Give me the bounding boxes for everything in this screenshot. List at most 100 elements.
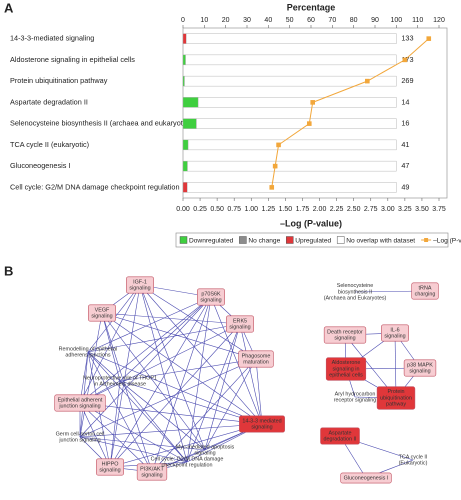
bar-segment bbox=[182, 54, 186, 66]
node-label: Gluconeogenesis I bbox=[344, 475, 389, 481]
node-box bbox=[340, 472, 392, 484]
network-edge bbox=[119, 358, 257, 382]
network-edge bbox=[210, 296, 263, 425]
node-label: tRNA bbox=[419, 285, 432, 291]
legend-swatch bbox=[239, 236, 247, 244]
top-tick-label: 40 bbox=[264, 17, 272, 24]
node-box bbox=[126, 276, 154, 294]
node-box bbox=[239, 415, 285, 433]
panel-label: B bbox=[4, 263, 13, 278]
node-label: degradation II bbox=[324, 437, 357, 443]
node-label: PI3K/AKT bbox=[140, 466, 164, 472]
node-label: signaling bbox=[91, 314, 112, 320]
network-edge bbox=[151, 296, 212, 473]
bottom-tick-label: 2.00 bbox=[313, 206, 327, 213]
bar-segment bbox=[187, 160, 397, 172]
top-tick-label: 20 bbox=[222, 17, 230, 24]
network-edge bbox=[151, 358, 257, 473]
network-edge bbox=[204, 323, 241, 451]
node-label: Aspartate bbox=[328, 430, 351, 436]
network-edge bbox=[139, 284, 263, 425]
bar-segment bbox=[185, 33, 397, 44]
node-box bbox=[320, 427, 360, 445]
bottom-tick-label: 0.75 bbox=[227, 206, 241, 213]
network-edge bbox=[255, 358, 263, 425]
top-tick-label: 10 bbox=[200, 17, 208, 24]
node-label: biosynthesis II bbox=[338, 289, 372, 295]
network-edge bbox=[79, 436, 206, 451]
network-node: Gluconeogenesis I bbox=[340, 472, 392, 484]
bottom-tick-label: 3.75 bbox=[432, 206, 446, 213]
category-label: 14-3-3-mediated signaling bbox=[10, 34, 94, 43]
node-label: epithelial cells bbox=[329, 373, 363, 379]
node-label: checkpoint regulation bbox=[162, 463, 213, 469]
bar-segment bbox=[196, 118, 397, 129]
bottom-tick-label: 3.00 bbox=[381, 206, 395, 213]
network-edge bbox=[87, 351, 188, 463]
network-edge bbox=[101, 312, 241, 325]
network-edge bbox=[119, 380, 263, 425]
node-box bbox=[325, 357, 367, 381]
node-label: Cell cycle: G2/M DNA damage bbox=[151, 456, 224, 462]
node-label: charging bbox=[415, 292, 436, 298]
network-edge bbox=[79, 402, 188, 463]
node-label: adherens junctions bbox=[65, 353, 111, 359]
node-box bbox=[376, 386, 416, 410]
network-edge bbox=[79, 312, 103, 438]
node-label: ubiquitination bbox=[380, 395, 412, 401]
legend-marker bbox=[424, 238, 429, 242]
total-label: 47 bbox=[401, 161, 409, 170]
node-box bbox=[226, 315, 254, 333]
top-tick-label: 80 bbox=[350, 17, 358, 24]
category-label: Protein ubiquitination pathway bbox=[10, 76, 108, 85]
network-edge bbox=[101, 312, 206, 451]
top-tick-label: 110 bbox=[412, 17, 423, 24]
legend-label: No overlap with dataset bbox=[346, 237, 415, 244]
bottom-tick-label: 1.25 bbox=[262, 206, 276, 213]
total-label: 41 bbox=[401, 140, 409, 149]
node-label: junction signaling bbox=[58, 404, 100, 410]
bar-segment bbox=[197, 97, 397, 108]
network-edge bbox=[109, 423, 263, 468]
bottom-tick-label: 2.75 bbox=[364, 206, 378, 213]
legend-label: –Log (P-value) bbox=[433, 237, 461, 244]
node-label: signaling bbox=[129, 286, 150, 292]
node-box bbox=[323, 326, 367, 344]
node-label: signaling bbox=[409, 369, 430, 375]
line-point bbox=[365, 78, 370, 84]
x-axis-title: Percentage bbox=[287, 2, 336, 12]
node-label: ERK5 bbox=[233, 318, 247, 324]
top-tick-label: 120 bbox=[433, 17, 445, 24]
category-label: TCA cycle II (eukaryotic) bbox=[10, 140, 89, 149]
node-label: signaling bbox=[200, 298, 221, 304]
network-edge bbox=[139, 284, 257, 360]
bar-segment bbox=[182, 97, 199, 108]
bar-segment bbox=[182, 160, 188, 172]
line-point bbox=[402, 57, 408, 63]
network-edges bbox=[79, 284, 426, 479]
node-box bbox=[411, 282, 439, 300]
legend-swatch bbox=[336, 236, 345, 244]
network-edge bbox=[204, 358, 257, 451]
line-point bbox=[272, 163, 278, 169]
network-edge bbox=[186, 296, 212, 463]
node-label: signaling bbox=[194, 451, 215, 457]
node-label: 14-3-3 mediated bbox=[242, 418, 281, 424]
node-label: signaling bbox=[384, 334, 405, 340]
bottom-tick-label: 0.25 bbox=[193, 206, 207, 213]
network-edge bbox=[79, 358, 257, 438]
top-tick-label: 50 bbox=[286, 17, 294, 24]
node-label: p38 MAPK bbox=[407, 362, 433, 368]
bar-segment bbox=[182, 182, 188, 193]
node-label: signaling bbox=[99, 468, 120, 474]
category-label: Cell cycle: G2/M DNA damage checkpoint r… bbox=[10, 182, 180, 191]
